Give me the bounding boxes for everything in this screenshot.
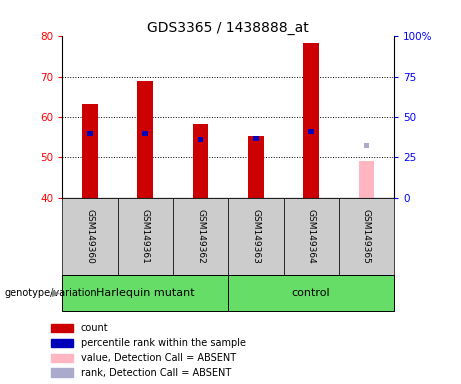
Bar [142,131,148,136]
Bar [118,198,173,275]
Bar [51,368,73,377]
Bar [339,198,394,275]
Text: ▶: ▶ [52,288,59,298]
Bar [284,198,339,275]
Text: GSM149362: GSM149362 [196,209,205,263]
Bar [198,137,203,142]
Bar [51,339,73,347]
Text: rank, Detection Call = ABSENT: rank, Detection Call = ABSENT [81,367,231,377]
Bar [228,198,284,275]
Bar [82,104,98,198]
Text: GSM149363: GSM149363 [251,209,260,263]
Bar [228,275,394,311]
Bar [62,275,228,311]
Bar [193,124,208,198]
Text: Harlequin mutant: Harlequin mutant [96,288,195,298]
Text: count: count [81,323,108,333]
Text: GSM149361: GSM149361 [141,209,150,263]
Bar [303,43,319,198]
Bar [248,136,264,198]
Text: GSM149364: GSM149364 [307,209,316,263]
Bar [364,143,369,148]
Bar [308,129,314,134]
Bar [359,162,374,198]
Text: percentile rank within the sample: percentile rank within the sample [81,338,246,348]
Bar [137,81,153,198]
Text: GSM149365: GSM149365 [362,209,371,263]
Bar [51,324,73,332]
Text: genotype/variation: genotype/variation [5,288,97,298]
Bar [87,131,93,136]
Title: GDS3365 / 1438888_at: GDS3365 / 1438888_at [148,22,309,35]
Bar [51,354,73,362]
Bar [253,136,259,141]
Text: value, Detection Call = ABSENT: value, Detection Call = ABSENT [81,353,236,363]
Text: GSM149360: GSM149360 [85,209,95,263]
Text: control: control [292,288,331,298]
Bar [62,198,118,275]
Bar [173,198,228,275]
